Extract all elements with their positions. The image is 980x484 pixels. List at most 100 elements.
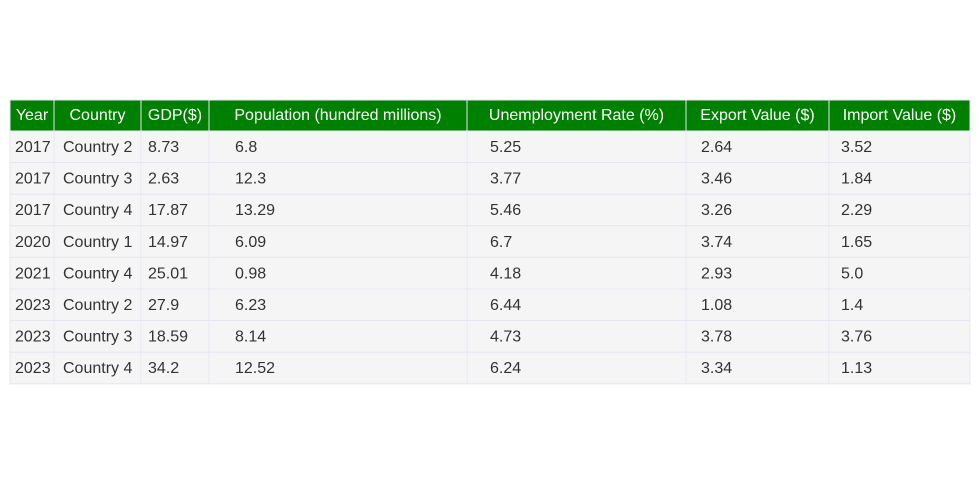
cell-value: 0.98 [235,265,266,282]
cell-value: Country 3 [63,171,132,188]
cell-value: 4.18 [490,265,521,282]
table-cell [685,193,830,227]
cell-value: 5.0 [841,265,863,282]
table-cell [466,130,687,164]
cell-value: 1.08 [701,297,732,314]
cell-value: Country 3 [63,329,132,346]
table-cell [208,162,468,195]
cell-value: 5.25 [490,139,521,156]
column-header: Year [16,107,49,124]
cell-value: 3.77 [490,171,521,188]
table-cell [828,320,971,353]
table-cell [828,256,971,290]
header-cell [9,99,55,132]
cell-value: 12.3 [235,171,266,188]
column-header: GDP($) [148,107,202,124]
cell-value: 3.46 [701,171,732,188]
table-cell [9,256,55,290]
table-cell [466,288,687,322]
cell-value: Country 4 [63,265,132,282]
table-cell [466,162,687,195]
cell-value: 3.26 [701,202,732,219]
table-cell [466,320,687,353]
cell-value: 2017 [15,171,51,188]
table-cell [685,288,830,322]
cell-value: 1.13 [841,360,872,377]
cell-value: 6.24 [490,360,521,377]
cell-value: 2.63 [148,171,179,188]
cell-value: 2.29 [841,202,872,219]
cell-value: 18.59 [148,329,188,346]
cell-value: 6.7 [490,234,512,251]
cell-value: 13.29 [235,202,275,219]
table-cell [53,162,142,195]
column-header: Export Value ($) [700,107,814,124]
table-cell [208,193,468,227]
cell-value: 5.46 [490,202,521,219]
cell-value: 1.84 [841,171,872,188]
cell-value: Country 2 [63,139,132,156]
table-cell [828,130,971,164]
cell-value: 3.74 [701,234,732,251]
table-cell [140,130,210,164]
table-cell [208,288,468,322]
cell-value: 6.09 [235,234,266,251]
cell-value: 3.76 [841,329,872,346]
cell-value: 34.2 [148,360,179,377]
cell-value: 2.93 [701,265,732,282]
cell-value: 6.8 [235,139,257,156]
cell-value: 12.52 [235,360,275,377]
column-header: Population (hundred millions) [234,107,441,124]
cell-value: 2023 [15,360,51,377]
cell-value: 3.34 [701,360,732,377]
cell-value: 25.01 [148,265,188,282]
cell-value: 4.73 [490,329,521,346]
column-header: Country [69,107,125,124]
header-cell [53,99,142,132]
cell-value: 2021 [15,265,51,282]
cell-value: 17.87 [148,202,188,219]
header-cell [685,99,830,132]
cell-value: 8.14 [235,329,266,346]
cell-value: Country 4 [63,202,132,219]
table-cell [828,162,971,195]
table-cell [140,288,210,322]
table-cell [208,351,468,385]
table-cell [466,256,687,290]
cell-value: 2017 [15,202,51,219]
cell-value: 14.97 [148,234,188,251]
cell-value: 27.9 [148,297,179,314]
table-cell [466,351,687,385]
table-cell [208,320,468,353]
table-cell [140,162,210,195]
cell-value: 6.44 [490,297,521,314]
table-cell [828,288,971,322]
cell-value: Country 4 [63,360,132,377]
cell-value: 8.73 [148,139,179,156]
table-cell [53,256,142,290]
table-cell [685,162,830,195]
table-cell [140,225,210,258]
table-cell [53,193,142,227]
table-cell [828,193,971,227]
table-cell [9,225,55,258]
cell-value: Country 1 [63,234,132,251]
table-cell [9,320,55,353]
table-cell [685,320,830,353]
table-cell [9,193,55,227]
table-cell [140,351,210,385]
cell-value: 3.78 [701,329,732,346]
cell-value: 2.64 [701,139,732,156]
cell-value: 1.65 [841,234,872,251]
table-cell [208,256,468,290]
cell-value: 2017 [15,139,51,156]
cell-value: Country 2 [63,297,132,314]
cell-value: 2023 [15,297,51,314]
table-cell [828,351,971,385]
cell-value: 2020 [15,234,51,251]
column-header: Unemployment Rate (%) [489,107,664,124]
cell-value: 1.4 [841,297,863,314]
column-header: Import Value ($) [843,107,957,124]
cell-value: 6.23 [235,297,266,314]
